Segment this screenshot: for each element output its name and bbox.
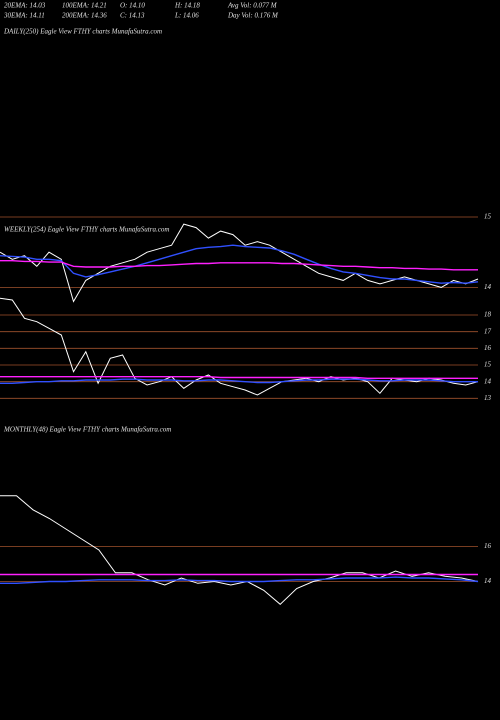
y-tick-label: 15 <box>484 213 492 221</box>
header-stat: Avg Vol: 0.077 M <box>227 2 278 10</box>
header-stat: C: 14.13 <box>120 12 145 20</box>
panel-title: DAILY(250) Eagle View FTHY charts Munafa… <box>3 28 162 36</box>
y-tick-label: 14 <box>484 577 492 585</box>
y-tick-label: 15 <box>484 361 492 369</box>
price-line <box>0 495 479 605</box>
panel-title: WEEKLY(254) Eagle View FTHY charts Munaf… <box>4 226 169 234</box>
y-tick-label: 16 <box>484 542 492 550</box>
panel-title: MONTHLY(48) Eagle View FTHY charts Munaf… <box>3 426 171 434</box>
header-stat: L: 14.06 <box>174 12 199 20</box>
y-tick-label: 18 <box>484 311 492 319</box>
price-line <box>0 260 478 271</box>
header-stat: Day Vol: 0.176 M <box>227 12 279 20</box>
price-line <box>0 297 479 396</box>
y-tick-label: 16 <box>484 344 492 352</box>
y-tick-label: 17 <box>484 327 492 335</box>
price-line <box>0 378 478 384</box>
header-stat: 200EMA: 14.36 <box>62 12 107 20</box>
header-stat: H: 14.18 <box>174 2 200 10</box>
header-stat: 30EMA: 14.11 <box>3 12 45 20</box>
header-stat: 100EMA: 14.21 <box>62 2 107 10</box>
y-tick-label: 13 <box>484 394 492 402</box>
y-tick-label: 14 <box>484 377 492 385</box>
price-line <box>0 376 478 379</box>
y-tick-label: 14 <box>484 283 492 291</box>
price-line <box>0 244 479 284</box>
header-stat: O: 14.10 <box>120 2 145 10</box>
header-stat: 20EMA: 14.03 <box>4 2 46 10</box>
price-line <box>0 576 479 584</box>
